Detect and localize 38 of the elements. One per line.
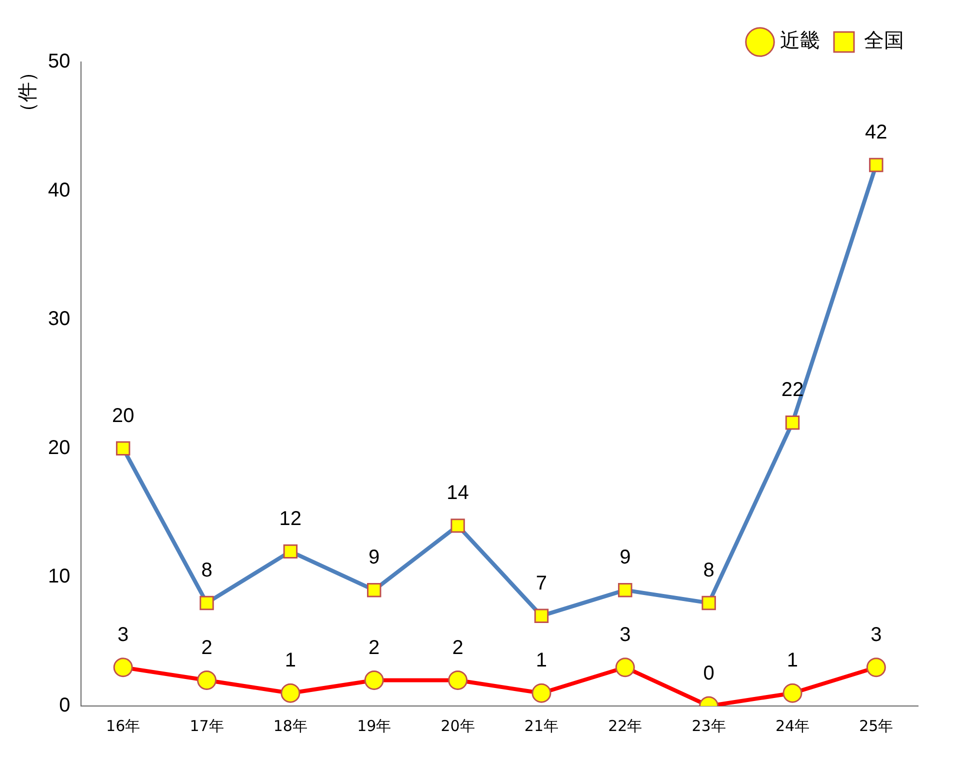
data-label: 2 xyxy=(452,636,464,659)
data-label: 1 xyxy=(786,650,798,672)
data-label: 1 xyxy=(536,650,548,672)
y-axis-title: （件） xyxy=(15,62,40,122)
y-tick-label: 30 xyxy=(48,308,70,330)
data-label: 3 xyxy=(870,624,882,646)
x-tick-label: 24年 xyxy=(775,716,810,735)
data-label: 14 xyxy=(446,482,469,504)
legend-label: 全国 xyxy=(864,28,904,52)
x-tick-label: 20年 xyxy=(440,716,475,735)
y-tick-label: 20 xyxy=(48,436,70,459)
data-label: 20 xyxy=(112,404,134,427)
x-tick-label: 18年 xyxy=(273,716,308,735)
data-label: 12 xyxy=(279,508,302,530)
data-label: 9 xyxy=(368,546,380,569)
x-tick-label: 16年 xyxy=(106,716,140,735)
data-label: 1 xyxy=(284,650,296,672)
data-label: 9 xyxy=(620,546,631,569)
x-tick-label: 21年 xyxy=(524,716,559,735)
y-tick-label: 50 xyxy=(48,50,70,73)
legend-label: 近畿 xyxy=(780,28,820,52)
x-tick-label: 22年 xyxy=(608,716,642,735)
data-label: 7 xyxy=(536,572,548,594)
data-label: 42 xyxy=(865,122,888,144)
data-label: 3 xyxy=(620,624,631,646)
data-label: 2 xyxy=(201,636,212,659)
y-tick-label: 10 xyxy=(48,566,70,588)
data-label: 3 xyxy=(118,624,129,646)
data-label: 8 xyxy=(201,559,212,582)
x-tick-label: 25年 xyxy=(859,716,894,735)
data-label: 0 xyxy=(703,662,714,685)
data-label: 2 xyxy=(368,636,380,659)
y-tick-label: 0 xyxy=(59,694,70,717)
x-tick-label: 23年 xyxy=(692,716,726,735)
data-label: 8 xyxy=(703,559,714,582)
x-tick-label: 19年 xyxy=(357,716,392,735)
y-tick-label: 40 xyxy=(48,179,70,202)
x-tick-label: 17年 xyxy=(190,716,224,735)
